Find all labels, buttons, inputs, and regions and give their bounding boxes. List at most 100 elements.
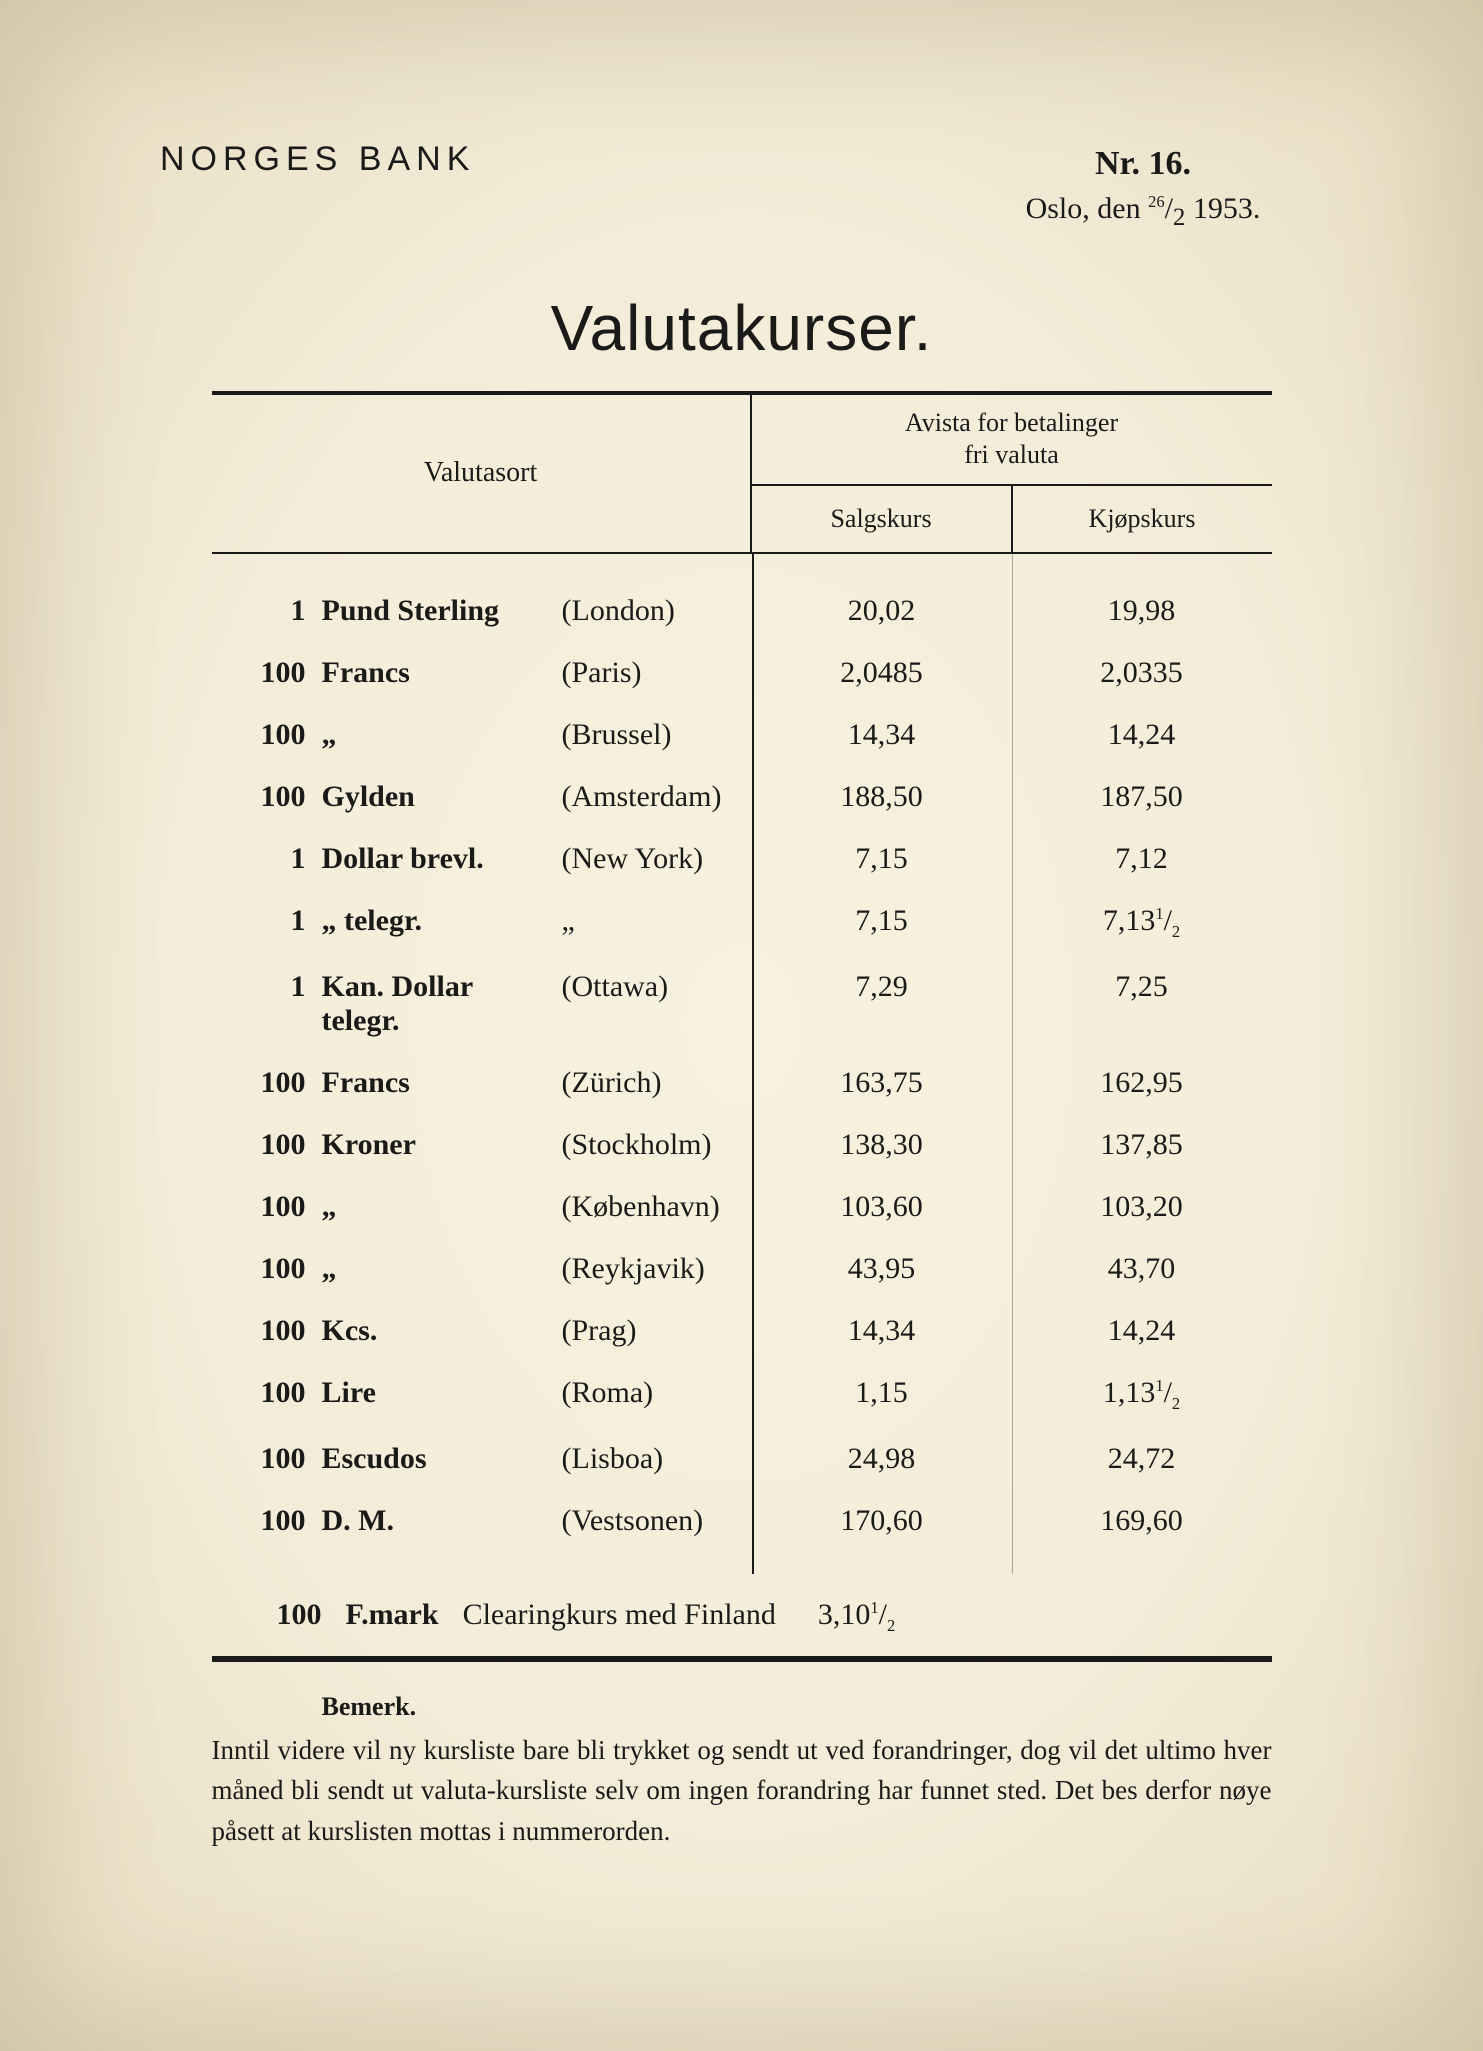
table-row: 100Lire(Roma)1,151,131/2 bbox=[212, 1362, 1272, 1428]
cell-qty: 100 bbox=[212, 1442, 322, 1476]
table-row: 100„(København)103,60103,20 bbox=[212, 1176, 1272, 1238]
remark-body: Inntil videre vil ny kursliste bare bli … bbox=[212, 1730, 1272, 1852]
cell-sell: 24,98 bbox=[752, 1442, 1012, 1476]
remark-block: Bemerk. Inntil videre vil ny kursliste b… bbox=[212, 1692, 1272, 1852]
remark-title: Bemerk. bbox=[322, 1692, 1272, 1722]
cell-city: (København) bbox=[562, 1190, 752, 1224]
cell-qty: 100 bbox=[212, 1128, 322, 1162]
cell-name: Francs bbox=[322, 1066, 562, 1100]
issue-label-text: Nr. bbox=[1095, 145, 1140, 182]
footer-rate-value: 3,10 bbox=[818, 1598, 871, 1631]
footer-qty: 100 bbox=[246, 1598, 322, 1632]
col-sell: Salgskurs bbox=[752, 486, 1013, 552]
cell-sell: 7,15 bbox=[752, 904, 1012, 942]
cell-buy: 103,20 bbox=[1012, 1190, 1272, 1224]
cell-qty: 100 bbox=[212, 718, 322, 752]
date-place: Oslo, bbox=[1026, 192, 1090, 225]
cell-name: Kroner bbox=[322, 1128, 562, 1162]
footer-unit: F.mark bbox=[346, 1598, 439, 1632]
cell-name: Gylden bbox=[322, 780, 562, 814]
cell-city: (Lisboa) bbox=[562, 1442, 752, 1476]
cell-qty: 100 bbox=[212, 1504, 322, 1538]
cell-sell: 170,60 bbox=[752, 1504, 1012, 1538]
cell-name: Pund Sterling bbox=[322, 594, 562, 628]
table-row: 100D. M.(Vestsonen)170,60169,60 bbox=[212, 1490, 1272, 1552]
cell-name: Kcs. bbox=[322, 1314, 562, 1348]
cell-sell: 188,50 bbox=[752, 780, 1012, 814]
cell-sell: 163,75 bbox=[752, 1066, 1012, 1100]
cell-qty: 1 bbox=[212, 904, 322, 942]
cell-sell: 7,29 bbox=[752, 970, 1012, 1038]
rates-header-line2: fri valuta bbox=[760, 439, 1264, 472]
cell-sell: 138,30 bbox=[752, 1128, 1012, 1162]
cell-name: Kan. Dollar telegr. bbox=[322, 970, 562, 1038]
col-currency: Valutasort bbox=[212, 395, 752, 552]
cell-city: (Amsterdam) bbox=[562, 780, 752, 814]
cell-city: (Ottawa) bbox=[562, 970, 752, 1038]
col-rates-subheaders: Salgskurs Kjøpskurs bbox=[752, 486, 1272, 552]
col-rates-group: Avista for betalinger fri valuta Salgsku… bbox=[752, 395, 1272, 552]
table-row: 100Kroner(Stockholm)138,30137,85 bbox=[212, 1114, 1272, 1176]
cell-name: Dollar brevl. bbox=[322, 842, 562, 876]
table-row: 1„ telegr.„7,157,131/2 bbox=[212, 890, 1272, 956]
cell-buy: 169,60 bbox=[1012, 1504, 1272, 1538]
table-row: 100„(Reykjavik)43,9543,70 bbox=[212, 1238, 1272, 1300]
table-row: 100Francs(Paris)2,04852,0335 bbox=[212, 642, 1272, 704]
cell-qty: 100 bbox=[212, 1190, 322, 1224]
cell-city: (Zürich) bbox=[562, 1066, 752, 1100]
table-body: 1Pund Sterling(London)20,0219,98100Franc… bbox=[212, 554, 1272, 1574]
issue-number-text: 16. bbox=[1149, 145, 1192, 182]
cell-buy: 162,95 bbox=[1012, 1066, 1272, 1100]
cell-sell: 1,15 bbox=[752, 1376, 1012, 1414]
table-row: 100Francs(Zürich)163,75162,95 bbox=[212, 1052, 1272, 1114]
date-month: 2 bbox=[1173, 204, 1186, 231]
cell-sell: 103,60 bbox=[752, 1190, 1012, 1224]
cell-name: Escudos bbox=[322, 1442, 562, 1476]
date-line: Oslo, den 26/2 1953. bbox=[963, 188, 1323, 235]
cell-city: (Roma) bbox=[562, 1376, 752, 1414]
footer-text: Clearingkurs med Finland bbox=[463, 1598, 776, 1632]
table-header: Valutasort Avista for betalinger fri val… bbox=[212, 395, 1272, 554]
bank-name: NORGES BANK bbox=[160, 140, 475, 179]
cell-sell: 7,15 bbox=[752, 842, 1012, 876]
cell-qty: 1 bbox=[212, 842, 322, 876]
cell-qty: 100 bbox=[212, 656, 322, 690]
cell-sell: 43,95 bbox=[752, 1252, 1012, 1286]
table-row: 1Kan. Dollar telegr.(Ottawa)7,297,25 bbox=[212, 956, 1272, 1052]
table-row: 1Dollar brevl.(New York)7,157,12 bbox=[212, 828, 1272, 890]
cell-buy: 7,12 bbox=[1012, 842, 1272, 876]
cell-buy: 187,50 bbox=[1012, 780, 1272, 814]
footer-rate: 3,101/2 bbox=[800, 1598, 895, 1636]
table-vrule-main bbox=[752, 554, 754, 1574]
cell-city: „ bbox=[562, 904, 752, 942]
cell-qty: 1 bbox=[212, 594, 322, 628]
cell-name: D. M. bbox=[322, 1504, 562, 1538]
cell-buy: 24,72 bbox=[1012, 1442, 1272, 1476]
table-row: 100Escudos(Lisboa)24,9824,72 bbox=[212, 1428, 1272, 1490]
table-row: 1Pund Sterling(London)20,0219,98 bbox=[212, 580, 1272, 642]
cell-city: (Stockholm) bbox=[562, 1128, 752, 1162]
cell-name: Francs bbox=[322, 656, 562, 690]
cell-name: „ telegr. bbox=[322, 904, 562, 942]
cell-city: (London) bbox=[562, 594, 752, 628]
cell-qty: 100 bbox=[212, 1252, 322, 1286]
rates-header-line1: Avista for betalinger bbox=[760, 407, 1264, 440]
cell-buy: 1,131/2 bbox=[1012, 1376, 1272, 1414]
document-page: NORGES BANK Nr. 16. Oslo, den 26/2 1953.… bbox=[0, 0, 1483, 2051]
table-row: 100Kcs.(Prag)14,3414,24 bbox=[212, 1300, 1272, 1362]
table-row: 100„(Brussel)14,3414,24 bbox=[212, 704, 1272, 766]
col-buy: Kjøpskurs bbox=[1013, 486, 1272, 552]
cell-name: Lire bbox=[322, 1376, 562, 1414]
cell-city: (Prag) bbox=[562, 1314, 752, 1348]
clearing-footer: 100 F.mark Clearingkurs med Finland 3,10… bbox=[212, 1574, 1272, 1660]
cell-name: „ bbox=[322, 1252, 562, 1286]
cell-buy: 43,70 bbox=[1012, 1252, 1272, 1286]
cell-qty: 100 bbox=[212, 1314, 322, 1348]
cell-qty: 1 bbox=[212, 970, 322, 1038]
cell-city: (Reykjavik) bbox=[562, 1252, 752, 1286]
cell-city: (Paris) bbox=[562, 656, 752, 690]
cell-city: (Vestsonen) bbox=[562, 1504, 752, 1538]
cell-buy: 7,131/2 bbox=[1012, 904, 1272, 942]
date-day: 26 bbox=[1148, 192, 1165, 211]
cell-qty: 100 bbox=[212, 1066, 322, 1100]
